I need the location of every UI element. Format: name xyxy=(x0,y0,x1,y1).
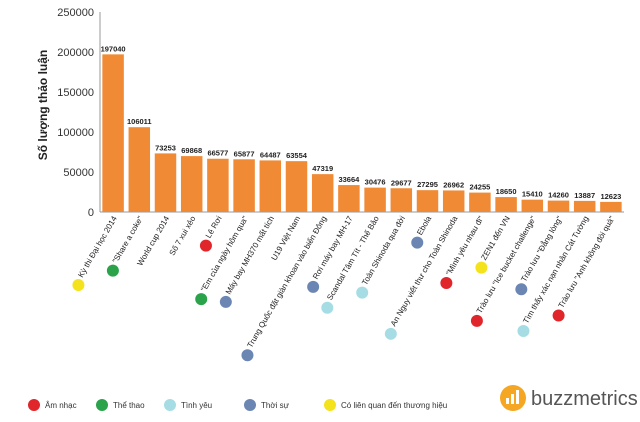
category-labels: Kỳ thi Đại học 2014"Share a coke"World c… xyxy=(76,214,616,349)
y-tick-label: 250000 xyxy=(57,7,94,19)
bar xyxy=(364,187,386,212)
y-axis-title: Số lượng thảo luận xyxy=(36,50,50,161)
data-label: 27295 xyxy=(417,180,438,189)
y-tick-label: 100000 xyxy=(57,127,94,139)
data-label: 63554 xyxy=(286,151,308,160)
category-marker-steel xyxy=(307,280,320,293)
category-label: "Em của ngày hôm qua" xyxy=(199,214,250,293)
category-label: Máy bay MH370 mất tích xyxy=(224,215,276,297)
category-marker-yellow xyxy=(72,279,85,292)
bar xyxy=(259,160,282,212)
y-axis-title-group: Số lượng thảo luận xyxy=(36,50,50,161)
category-marker-red xyxy=(440,277,453,290)
data-label: 106011 xyxy=(127,117,152,126)
legend-label: Có liên quan đến thương hiệu xyxy=(341,401,447,410)
category-label: Ebola xyxy=(415,214,433,237)
bar xyxy=(233,159,255,212)
category-marker-steel xyxy=(515,283,528,296)
category-label: Scandal Tâm Tít - Thế Bảo xyxy=(325,214,381,302)
legend-label: Tình yêu xyxy=(181,401,212,410)
category-marker-steel xyxy=(411,236,424,249)
bar xyxy=(180,156,203,212)
data-label: 197040 xyxy=(101,44,126,53)
bar xyxy=(154,153,177,212)
data-label: 12623 xyxy=(600,192,621,201)
category-marker-lightblue xyxy=(384,327,397,340)
brand-logo-icon xyxy=(500,385,526,411)
y-tick-label: 150000 xyxy=(57,87,94,99)
y-tick-label: 50000 xyxy=(63,167,94,179)
data-label: 47319 xyxy=(312,164,333,173)
data-label: 33664 xyxy=(338,175,360,184)
category-marker-lightblue xyxy=(321,301,334,314)
data-label: 26962 xyxy=(443,180,464,189)
bar xyxy=(495,197,517,212)
category-label: Lê Rơi xyxy=(204,214,224,239)
category-marker-red xyxy=(470,314,483,327)
data-label: 66577 xyxy=(207,149,228,158)
data-label: 65877 xyxy=(234,149,255,158)
bar xyxy=(442,190,465,212)
y-axis-ticks: 0 50000 100000 150000 200000 250000 xyxy=(57,7,94,219)
bar xyxy=(128,127,151,212)
data-label: 30476 xyxy=(365,178,386,187)
data-label: 73253 xyxy=(155,143,176,152)
data-labels: 197040 106011 73253 69868 66577 65877 64487 635… xyxy=(101,44,622,201)
bar xyxy=(285,161,308,212)
data-label: 15410 xyxy=(522,190,543,199)
legend-label: Thời sự xyxy=(261,401,290,410)
legend-swatch xyxy=(28,399,40,411)
bar xyxy=(102,54,124,213)
category-marker-red xyxy=(552,309,565,322)
category-marker-yellow xyxy=(475,261,488,274)
data-label: 24255 xyxy=(469,183,490,192)
legend-swatch xyxy=(164,399,176,411)
data-label: 69868 xyxy=(181,146,202,155)
data-label: 29677 xyxy=(391,178,412,187)
bar xyxy=(207,158,229,212)
bar xyxy=(311,174,334,212)
data-label: 64487 xyxy=(260,150,281,159)
bar xyxy=(469,192,491,212)
category-label: Số 7 xui xẻo xyxy=(168,214,198,257)
bar xyxy=(547,200,570,212)
y-tick-label: 0 xyxy=(88,207,94,219)
legend: Âm nhạc Thể thao Tình yêu Thời sự Có liên qu… xyxy=(28,399,447,411)
category-marker-lightblue xyxy=(356,286,369,299)
category-marker-red xyxy=(199,239,212,252)
brand-logo: buzzmetrics xyxy=(500,385,638,411)
bar xyxy=(573,200,596,212)
legend-swatch xyxy=(324,399,336,411)
category-marker-green xyxy=(195,293,208,306)
data-label: 14260 xyxy=(548,191,569,200)
bar xyxy=(338,185,360,212)
bar xyxy=(416,190,439,212)
category-marker-green xyxy=(106,264,119,277)
legend-swatch xyxy=(244,399,256,411)
category-markers xyxy=(72,236,565,362)
legend-label: Thể thao xyxy=(113,401,145,410)
legend-swatch xyxy=(96,399,108,411)
legend-label: Âm nhạc xyxy=(45,401,77,410)
bar xyxy=(600,201,622,212)
bar xyxy=(390,188,413,212)
bar xyxy=(521,199,544,212)
category-marker-steel xyxy=(219,295,232,308)
category-marker-steel xyxy=(241,349,254,362)
bars xyxy=(102,54,622,213)
brand-name: buzzmetrics xyxy=(531,388,638,410)
data-label: 13887 xyxy=(574,191,595,200)
category-marker-lightblue xyxy=(517,325,530,338)
data-label: 18650 xyxy=(496,187,517,196)
y-tick-label: 200000 xyxy=(57,47,94,59)
